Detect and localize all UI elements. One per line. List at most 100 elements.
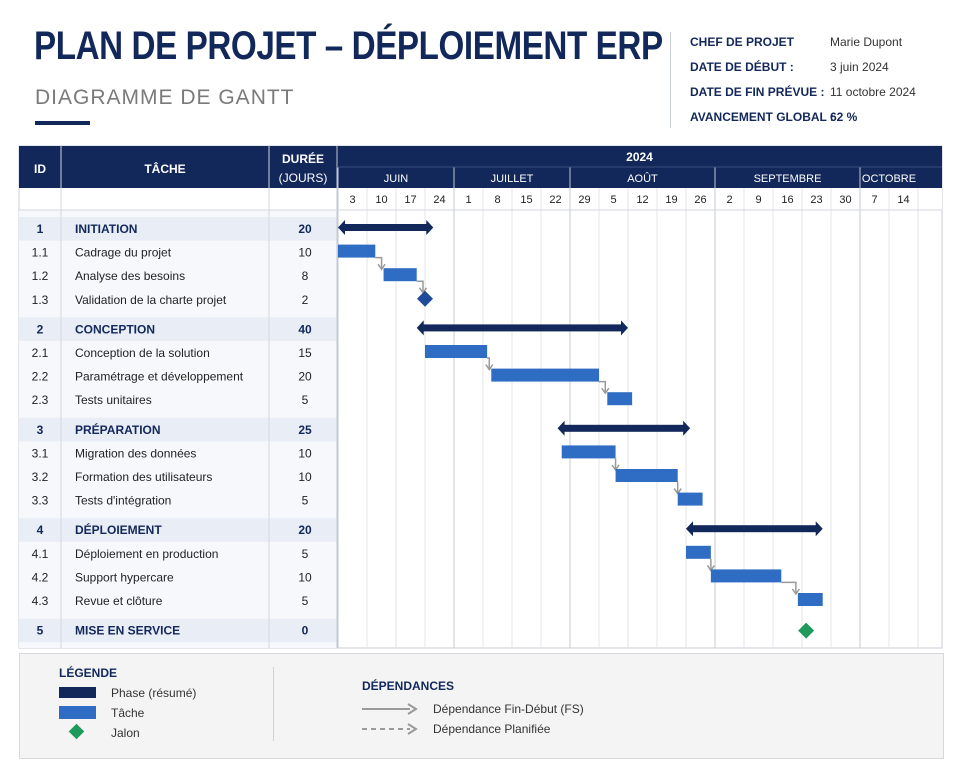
column-header-id: ID	[34, 162, 46, 176]
task-bar	[561, 445, 616, 459]
row-id: 1.1	[32, 246, 49, 260]
row-duration: 20	[298, 523, 312, 537]
row-id: 2	[37, 322, 44, 336]
week-tick-label: 15	[520, 194, 532, 206]
dependency-arrowhead	[377, 263, 386, 271]
row-duration: 25	[298, 423, 312, 437]
row-duration: 20	[298, 222, 312, 236]
column-header-duration-unit: (JOURS)	[279, 171, 328, 185]
phase-bar-end-cap	[683, 420, 691, 436]
legend-task-swatch	[59, 706, 96, 719]
header-divider	[670, 32, 671, 128]
table-header-background	[19, 146, 337, 188]
phase-bar	[562, 424, 686, 432]
task-name: Tests unitaires	[75, 393, 152, 407]
info-start-date: DATE DE DÉBUT : 3 juin 2024	[690, 60, 889, 74]
week-tick-label: 1	[465, 194, 471, 206]
dependency-arrow	[781, 581, 797, 594]
week-tick-label: 19	[665, 194, 677, 206]
legend-phase-label: Phase (résumé)	[111, 686, 197, 700]
info-progress: AVANCEMENT GLOBAL :62 %	[690, 110, 857, 124]
task-name: Revue et clôture	[75, 594, 163, 608]
dependency-arrow	[375, 256, 383, 270]
week-tick-label: 8	[494, 194, 500, 206]
row-duration: 8	[302, 269, 309, 283]
week-tick-label: 3	[349, 194, 355, 206]
week-tick-label: 9	[755, 194, 761, 206]
row-id: 1	[37, 222, 44, 236]
row-id: 5	[37, 624, 44, 638]
task-name: Formation des utilisateurs	[75, 470, 212, 484]
row-id: 2.2	[32, 370, 49, 384]
dependencies-title: DÉPENDANCES	[362, 679, 455, 693]
task-name: Analyse des besoins	[75, 269, 185, 283]
milestone-marker	[417, 290, 433, 307]
month-label: SEPTEMBRE	[754, 173, 822, 185]
legend-milestone-label: Jalon	[111, 726, 140, 740]
info-label: CHEF DE PROJET	[690, 35, 795, 49]
task-bar	[607, 392, 633, 406]
week-tick-label: 10	[375, 194, 387, 206]
info-end-date: DATE DE FIN PRÉVUE : 11 octobre 2024	[690, 85, 916, 99]
task-bar	[797, 593, 823, 606]
row-id: 2.1	[32, 346, 49, 360]
final-milestone-marker	[798, 622, 815, 639]
task-bar	[383, 268, 417, 282]
row-duration: 10	[298, 446, 312, 460]
week-tick-label: 16	[781, 194, 793, 206]
info-value: Marie Dupont	[830, 35, 903, 49]
row-id: 3.1	[32, 446, 49, 460]
task-bar	[710, 569, 782, 583]
task-bar	[338, 244, 376, 258]
dependency-arrowhead	[673, 488, 682, 495]
phase-name: INITIATION	[75, 222, 137, 236]
legend-title: LÉGENDE	[59, 666, 118, 680]
month-label: JUIN	[384, 173, 409, 185]
week-header-background	[337, 188, 942, 210]
title-underline	[35, 121, 90, 125]
row-id: 1.3	[32, 293, 49, 307]
column-header-task: TÂCHE	[144, 161, 185, 176]
phase-name: PRÉPARATION	[75, 422, 161, 437]
phase-bar-start-cap	[686, 521, 693, 537]
row-duration: 5	[302, 494, 309, 508]
row-id: 1.2	[32, 269, 49, 283]
phase-bar-start-cap	[338, 220, 345, 235]
week-tick-label: 24	[433, 194, 445, 206]
dependency-arrowhead	[706, 564, 715, 572]
row-duration: 20	[298, 370, 312, 384]
dependency-arrowhead	[485, 364, 494, 371]
month-label: OCTOBRE	[862, 173, 916, 185]
row-duration: 5	[302, 594, 309, 608]
column-header-duration: DURÉE	[282, 151, 324, 166]
phase-name: DÉPLOIEMENT	[75, 522, 162, 537]
phase-bar-end-cap	[426, 220, 434, 235]
row-duration: 10	[298, 570, 312, 584]
page-title: PLAN DE PROJET – DÉPLOIEMENT ERP	[34, 24, 663, 68]
dependency-arrowhead	[791, 588, 800, 596]
row-id: 4	[37, 523, 44, 537]
task-name: Tests d'intégration	[75, 494, 171, 508]
week-tick-label: 26	[694, 194, 706, 206]
row-id: 4.2	[32, 570, 49, 584]
legend-divider	[273, 667, 274, 741]
row-id: 4.1	[32, 547, 49, 561]
task-bar	[425, 345, 488, 358]
month-label: AOÛT	[627, 172, 658, 185]
row-duration: 2	[302, 293, 309, 307]
row-id: 3	[37, 423, 44, 437]
week-tick-label: 23	[810, 194, 822, 206]
row-id: 2.3	[32, 393, 49, 407]
task-bar	[686, 545, 711, 559]
week-tick-label: 29	[578, 194, 590, 206]
dependency-arrow	[416, 280, 424, 293]
phase-bar-start-cap	[557, 420, 565, 436]
legend-phase-swatch	[59, 687, 96, 698]
dependency-arrows-icon	[362, 703, 418, 735]
info-label: DATE DE DÉBUT :	[690, 60, 794, 74]
task-name: Validation de la charte projet	[75, 293, 227, 307]
info-value: 11 octobre 2024	[830, 85, 916, 99]
phase-row-background	[19, 518, 337, 542]
phase-bar-end-cap	[621, 320, 628, 336]
